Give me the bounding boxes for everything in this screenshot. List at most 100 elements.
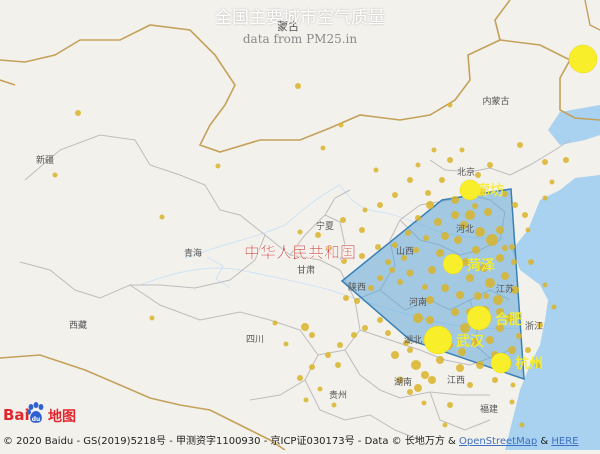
region-label: 蒙古 xyxy=(277,20,299,33)
city-dot xyxy=(354,298,360,304)
sea-area xyxy=(505,105,600,450)
city-dot xyxy=(434,218,442,226)
map-subtitle: data from PM25.in xyxy=(242,32,358,46)
highlight-city-marker[interactable] xyxy=(442,253,464,275)
city-dot xyxy=(480,264,488,272)
region-label: 山西 xyxy=(396,246,414,257)
city-dot xyxy=(510,382,516,388)
city-dot xyxy=(75,110,81,116)
city-dot xyxy=(516,333,522,339)
here-link[interactable]: HERE xyxy=(551,436,579,447)
highlight-city-marker[interactable] xyxy=(568,44,598,74)
city-dot xyxy=(159,214,165,220)
city-dot xyxy=(502,245,508,251)
city-dot xyxy=(385,259,391,265)
map-title: 全国主要城市空气质量 xyxy=(215,8,385,28)
city-dot xyxy=(351,332,357,338)
city-dot xyxy=(475,172,481,178)
city-dot xyxy=(343,295,349,301)
city-dot xyxy=(325,352,331,358)
region-label: 青海 xyxy=(184,247,202,259)
city-dot xyxy=(492,377,498,383)
city-dot xyxy=(511,259,517,265)
region-label: 四川 xyxy=(246,335,264,345)
city-dot xyxy=(283,341,289,347)
city-dot xyxy=(413,247,419,253)
city-dot xyxy=(456,291,464,299)
city-dot xyxy=(458,348,466,356)
city-dot xyxy=(447,157,453,163)
city-dot xyxy=(341,258,347,264)
national-border xyxy=(0,79,16,86)
city-dot xyxy=(451,196,459,204)
city-dot xyxy=(320,145,326,151)
region-label: 西藏 xyxy=(69,319,87,331)
highlight-city-marker[interactable] xyxy=(423,325,453,355)
city-dot xyxy=(426,201,434,209)
highlight-city-marker[interactable] xyxy=(466,305,492,331)
city-dot xyxy=(428,376,436,384)
city-dot xyxy=(303,397,309,403)
copyright-text: © 2020 Baidu - GS(2019)5218号 - 甲测资字11009… xyxy=(3,436,456,447)
city-dot xyxy=(415,162,421,168)
region-label: 河北 xyxy=(456,223,474,235)
highlight-city-label: 杭州 xyxy=(515,356,543,372)
city-dot xyxy=(340,217,346,223)
city-dot xyxy=(509,244,515,250)
openstreetmap-link[interactable]: OpenStreetMap xyxy=(459,436,538,447)
national-border xyxy=(0,24,600,153)
city-dot xyxy=(460,323,470,333)
city-dot xyxy=(535,362,541,368)
highlight-city-marker[interactable] xyxy=(459,179,481,201)
city-dot xyxy=(377,317,383,323)
city-dot xyxy=(474,292,482,300)
city-dot xyxy=(368,285,374,291)
city-dot xyxy=(512,202,518,208)
city-dot xyxy=(337,342,343,348)
city-dot xyxy=(528,259,534,265)
city-dot xyxy=(297,229,303,235)
highlight-city-marker[interactable] xyxy=(490,352,512,374)
city-dot xyxy=(392,242,398,248)
highlight-city-label: 菏泽 xyxy=(467,258,495,274)
baidu-logo[interactable]: Bai du 地图 xyxy=(3,401,83,427)
city-dot xyxy=(359,253,365,259)
city-dot xyxy=(441,232,449,240)
city-dot xyxy=(407,177,413,183)
city-dot xyxy=(465,210,475,220)
copyright-bar: © 2020 Baidu - GS(2019)5218号 - 甲测资字11009… xyxy=(3,432,579,447)
city-dot xyxy=(359,227,365,233)
city-dot xyxy=(431,147,437,153)
city-dot xyxy=(377,275,383,281)
region-label: 陕西 xyxy=(348,281,366,293)
city-dot xyxy=(525,347,531,353)
city-dot xyxy=(459,147,465,153)
city-dot xyxy=(542,282,548,288)
city-dot xyxy=(451,308,459,316)
city-dot xyxy=(454,236,462,244)
city-dot xyxy=(502,191,508,197)
city-dot xyxy=(517,142,523,148)
city-dot xyxy=(301,323,309,331)
city-dot xyxy=(413,313,423,323)
city-dot xyxy=(215,163,221,169)
svg-text:du: du xyxy=(32,416,41,423)
city-dot xyxy=(542,195,548,201)
region-label: 湖南 xyxy=(394,376,412,388)
national-border xyxy=(494,0,511,41)
city-dot xyxy=(483,293,489,299)
city-dot xyxy=(309,332,315,338)
highlight-city-label: 廊坊 xyxy=(476,182,504,199)
region-label: 浙江 xyxy=(525,320,543,332)
city-dot xyxy=(338,122,344,128)
region-label: 河南 xyxy=(409,296,427,308)
city-dot xyxy=(397,279,403,285)
city-dot xyxy=(451,211,459,219)
baidu-paw-icon: du xyxy=(27,402,44,423)
city-dot xyxy=(362,325,368,331)
region-label: 甘肃 xyxy=(297,264,315,276)
city-dot xyxy=(422,284,428,290)
